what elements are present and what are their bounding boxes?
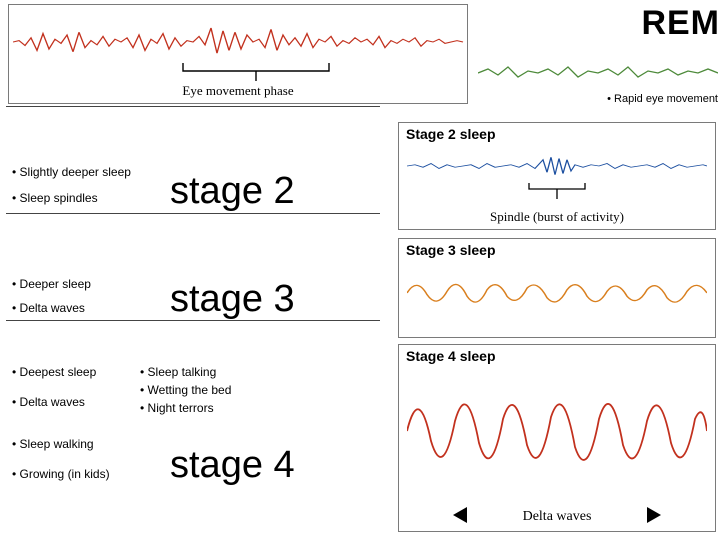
stage2-bracket [527,181,587,203]
rem-bracket [181,61,331,85]
stage4-arrow-label: Delta waves [399,509,715,525]
stage4-wave [407,371,707,491]
rem-panel-caption: Eye movement phase [9,83,467,99]
rem-big-label: REM [641,6,720,40]
stage3-title: stage 3 [170,278,295,321]
stage2-bullet-1: • Sleep spindles [12,190,98,207]
stage2-panel: Stage 2 sleep Spindle (burst of activity… [398,122,716,230]
delta-right-arrow-icon [641,507,661,523]
stage4-title: stage 4 [170,444,295,487]
header-green-wave [478,58,718,88]
stage4-left-3: • Growing (in kids) [12,466,110,483]
stage2-bullet-0: • Slightly deeper sleep [12,164,131,181]
stage3-panel: Stage 3 sleep [398,238,716,338]
stage4-right-0: • Sleep talking [140,364,216,381]
rem-bullet: • Rapid eye movement [607,92,718,107]
stage4-left-2: • Sleep walking [12,436,94,453]
stage4-panel-label: Stage 4 sleep [403,347,499,365]
stage4-panel: Stage 4 sleep Delta waves [398,344,716,532]
stage4-right-1: • Wetting the bed [140,382,231,399]
stage4-right-2: • Night terrors [140,400,214,417]
stage2-title: stage 2 [170,170,295,213]
stage3-wave [407,261,707,325]
stage4-left-1: • Delta waves [12,394,85,411]
stage3-bullet-1: • Delta waves [12,300,85,317]
stage2-panel-caption: Spindle (burst of activity) [399,209,715,225]
stage3-panel-label: Stage 3 sleep [403,241,499,259]
stage3-bullet-0: • Deeper sleep [12,276,91,293]
stage4-left-0: • Deepest sleep [12,364,96,381]
rem-panel: Eye movement phase [8,4,468,104]
